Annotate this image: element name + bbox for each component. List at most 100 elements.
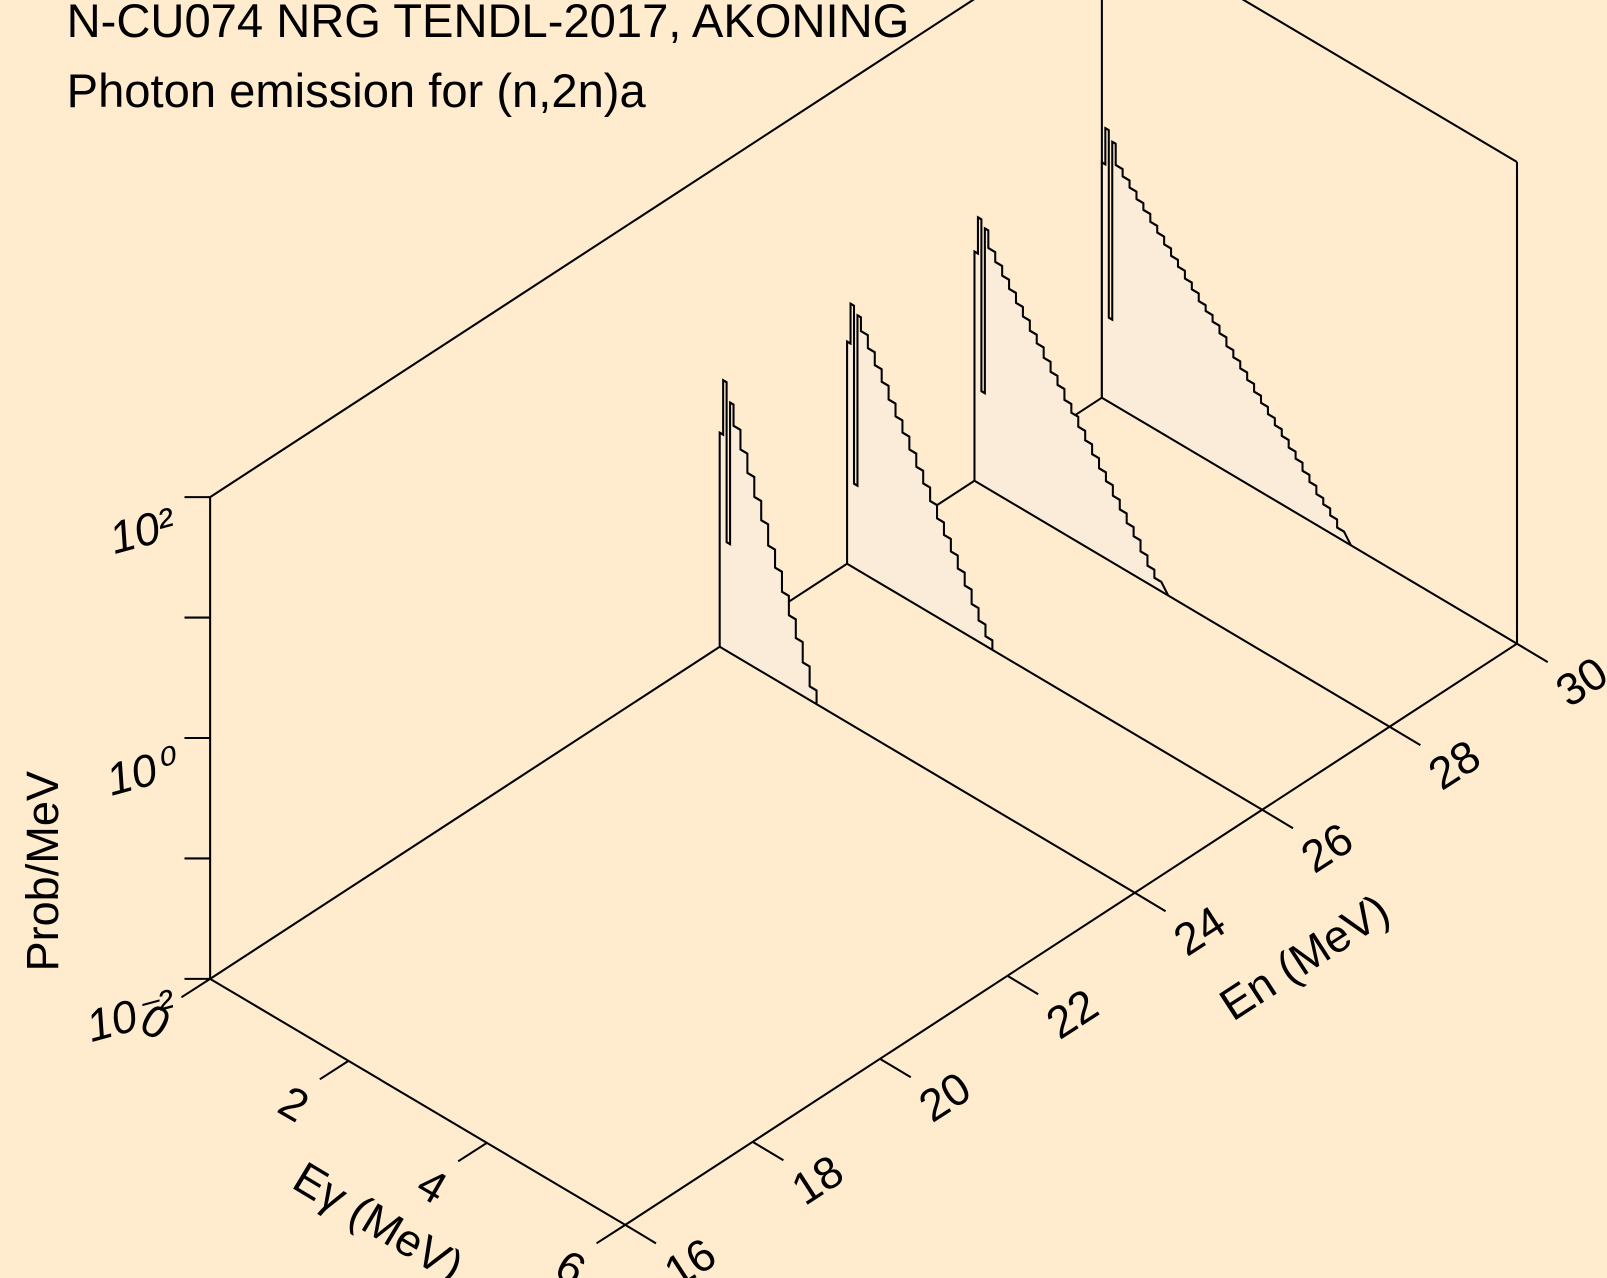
- step: [973, 250, 979, 255]
- x-tick-label: 2: [270, 1076, 317, 1133]
- step: [1267, 413, 1276, 420]
- step: [1056, 384, 1065, 390]
- step: [1119, 508, 1128, 515]
- step: [1105, 480, 1114, 487]
- step: [977, 216, 982, 221]
- slice-fill: [847, 303, 993, 650]
- step: [1163, 243, 1172, 250]
- step: [922, 482, 931, 489]
- step: [1001, 274, 1010, 281]
- step: [1098, 467, 1107, 474]
- step: [943, 534, 952, 540]
- step: [1198, 300, 1207, 307]
- step: [1308, 481, 1317, 487]
- step: [722, 379, 728, 384]
- step: [1122, 175, 1131, 182]
- z-tick-label: 10²: [104, 497, 182, 564]
- step: [901, 431, 910, 438]
- step: [1084, 439, 1093, 446]
- step: [729, 401, 735, 406]
- step: [1101, 161, 1106, 166]
- step: [1225, 345, 1234, 352]
- chart-title: N-CU074 NRG TENDL-2017, AKONING: [67, 0, 910, 47]
- step: [950, 550, 959, 557]
- step: [978, 619, 986, 626]
- step: [971, 603, 980, 609]
- step: [1260, 401, 1269, 408]
- y-tick: [879, 1057, 912, 1079]
- x-tick: [319, 1060, 350, 1081]
- y-tick: [752, 1140, 784, 1162]
- step: [984, 635, 993, 642]
- x-tick: [595, 1224, 626, 1245]
- step: [874, 364, 883, 371]
- step: [1218, 332, 1227, 339]
- step: [1246, 378, 1255, 385]
- frame-edge: [209, 396, 1103, 980]
- y-tick-label: 22: [1037, 979, 1107, 1049]
- step: [1029, 329, 1038, 336]
- y-tick-label: 18: [782, 1145, 852, 1215]
- y-tick: [624, 1223, 657, 1245]
- step: [1115, 164, 1124, 171]
- step: [888, 398, 897, 405]
- frame-edge: [624, 642, 1518, 1226]
- step: [894, 415, 903, 422]
- x-tick: [180, 978, 211, 999]
- slice-baseline: [973, 479, 1391, 728]
- chart-subtitle: Photon emission for (n,2n)a: [67, 64, 647, 117]
- step: [1146, 564, 1155, 571]
- step: [795, 637, 804, 644]
- step: [1295, 457, 1304, 464]
- step: [726, 541, 731, 546]
- step: [1212, 320, 1221, 327]
- step: [964, 584, 973, 591]
- step: [1336, 526, 1345, 533]
- step: [733, 424, 741, 431]
- step: [1191, 288, 1200, 295]
- step: [1126, 522, 1135, 528]
- step: [1008, 287, 1017, 294]
- step: [1184, 277, 1193, 284]
- y-tick: [1389, 725, 1421, 747]
- step: [980, 390, 986, 395]
- step: [788, 614, 797, 621]
- step: [1133, 535, 1142, 542]
- step: [1108, 316, 1113, 321]
- step: [860, 330, 869, 337]
- step: [1140, 550, 1148, 557]
- step: [1104, 127, 1110, 132]
- step: [850, 302, 855, 307]
- step: [936, 517, 945, 524]
- y-tick: [1134, 891, 1167, 913]
- step: [1153, 576, 1162, 583]
- step: [867, 347, 876, 354]
- frame-edge: [209, 0, 975, 498]
- step: [1281, 434, 1290, 441]
- step: [1156, 231, 1165, 238]
- step: [774, 566, 783, 573]
- z-axis-label: Prob/MeV: [17, 771, 68, 972]
- step: [853, 482, 858, 487]
- y-tick-label: 30: [1547, 647, 1607, 717]
- step: [856, 314, 862, 319]
- step: [908, 448, 917, 455]
- frame-edge: [209, 977, 626, 1226]
- step: [1036, 342, 1045, 349]
- step: [1043, 356, 1052, 363]
- step: [1070, 411, 1079, 418]
- step: [1288, 446, 1297, 453]
- y-tick-label: 26: [1292, 813, 1362, 883]
- step: [1177, 265, 1186, 272]
- step: [1015, 301, 1024, 308]
- y-tick-label: 20: [910, 1062, 980, 1132]
- step: [767, 544, 776, 551]
- step: [994, 261, 1003, 267]
- y-tick: [1516, 642, 1549, 664]
- y-tick: [1006, 974, 1039, 996]
- step: [1091, 453, 1100, 460]
- step: [957, 567, 966, 574]
- step: [929, 500, 938, 506]
